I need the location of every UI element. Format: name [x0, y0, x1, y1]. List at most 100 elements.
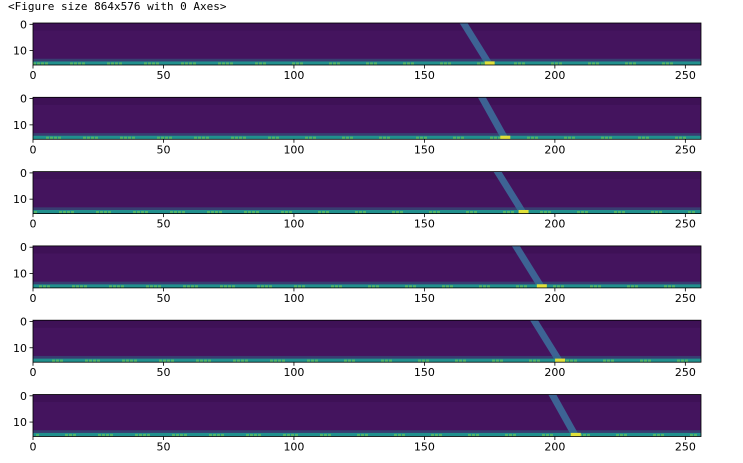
row-speckle	[372, 285, 375, 288]
row-speckle	[587, 433, 590, 437]
row-speckle	[106, 433, 109, 437]
row-speckle	[607, 359, 610, 363]
row-speckle	[529, 359, 532, 363]
row-speckle	[313, 136, 316, 140]
row-speckle	[400, 210, 403, 214]
heatmap-top-rows	[33, 245, 701, 254]
row-speckle	[542, 433, 545, 437]
row-speckle	[437, 210, 440, 214]
row-speckle	[429, 210, 432, 214]
x-tick-label: 250	[675, 69, 696, 82]
row-speckle	[159, 359, 162, 363]
row-speckle	[561, 285, 564, 288]
y-tick-label: 0	[20, 93, 27, 106]
row-speckle	[568, 136, 571, 140]
row-speckle	[420, 136, 423, 140]
row-speckle	[551, 62, 554, 65]
row-speckle	[67, 210, 70, 214]
row-speckle	[627, 285, 630, 288]
row-speckle	[172, 433, 175, 437]
row-speckle	[147, 433, 150, 437]
row-speckle	[537, 359, 540, 363]
row-speckle	[115, 62, 118, 65]
row-speckle	[339, 285, 342, 288]
heatmap-top-rows	[33, 320, 701, 328]
band-hotspot	[536, 284, 547, 288]
row-speckle	[144, 62, 147, 65]
row-speckle	[305, 136, 308, 140]
row-speckle	[182, 210, 185, 214]
y-tick-label: 0	[20, 390, 27, 403]
row-speckle	[405, 285, 408, 288]
row-speckle	[261, 285, 264, 288]
x-tick-label: 50	[156, 366, 170, 379]
row-speckle	[157, 136, 160, 140]
row-speckle	[522, 62, 525, 65]
row-speckle	[596, 62, 599, 65]
row-speckle	[217, 433, 220, 437]
row-speckle	[657, 433, 660, 437]
row-speckle	[418, 359, 421, 363]
row-speckle	[63, 210, 66, 214]
row-speckle	[416, 136, 419, 140]
row-speckle	[185, 62, 188, 65]
x-tick-label: 150	[414, 366, 435, 379]
row-speckle	[505, 433, 508, 437]
row-speckle	[490, 136, 493, 140]
row-speckle	[535, 136, 538, 140]
x-tick-label: 50	[156, 218, 170, 231]
row-speckle	[620, 433, 623, 437]
row-speckle	[183, 285, 186, 288]
row-speckle	[333, 62, 336, 65]
row-speckle	[681, 359, 684, 363]
row-speckle	[58, 136, 61, 140]
row-speckle	[209, 433, 212, 437]
row-speckle	[409, 285, 412, 288]
row-speckle	[252, 210, 255, 214]
row-speckle	[648, 359, 651, 363]
row-speckle	[444, 62, 447, 65]
row-speckle	[83, 136, 86, 140]
x-tick-label: 200	[544, 218, 565, 231]
row-speckle	[326, 210, 329, 214]
near-bottom-row	[33, 430, 701, 433]
row-speckle	[196, 359, 199, 363]
heatmap-top-rows	[33, 394, 701, 403]
row-speckle	[605, 136, 608, 140]
row-speckle	[292, 62, 295, 65]
row-speckle	[546, 433, 549, 437]
bright-bottom-row	[33, 358, 701, 363]
row-speckle	[281, 210, 284, 214]
row-speckle	[204, 359, 207, 363]
row-speckle	[352, 359, 355, 363]
row-speckle	[664, 285, 667, 288]
row-speckle	[520, 285, 523, 288]
y-tick-label: 0	[20, 241, 27, 254]
row-speckle	[120, 136, 123, 140]
y-tick-label: 10	[13, 119, 27, 132]
row-speckle	[184, 433, 187, 437]
row-speckle	[231, 136, 234, 140]
row-speckle	[348, 359, 351, 363]
row-speckle	[622, 210, 625, 214]
row-speckle	[126, 359, 129, 363]
row-speckle	[128, 136, 131, 140]
row-speckle	[679, 136, 682, 140]
row-speckle	[398, 433, 401, 437]
row-speckle	[477, 62, 480, 65]
row-speckle	[239, 136, 242, 140]
near-bottom-row	[33, 133, 701, 136]
x-tick-label: 100	[283, 366, 304, 379]
row-speckle	[176, 433, 179, 437]
row-speckle	[540, 210, 543, 214]
row-speckle	[165, 136, 168, 140]
row-speckle	[450, 285, 453, 288]
row-speckle	[609, 136, 612, 140]
row-speckle	[154, 285, 157, 288]
row-speckle	[300, 62, 303, 65]
row-speckle	[93, 359, 96, 363]
row-speckle	[72, 285, 75, 288]
